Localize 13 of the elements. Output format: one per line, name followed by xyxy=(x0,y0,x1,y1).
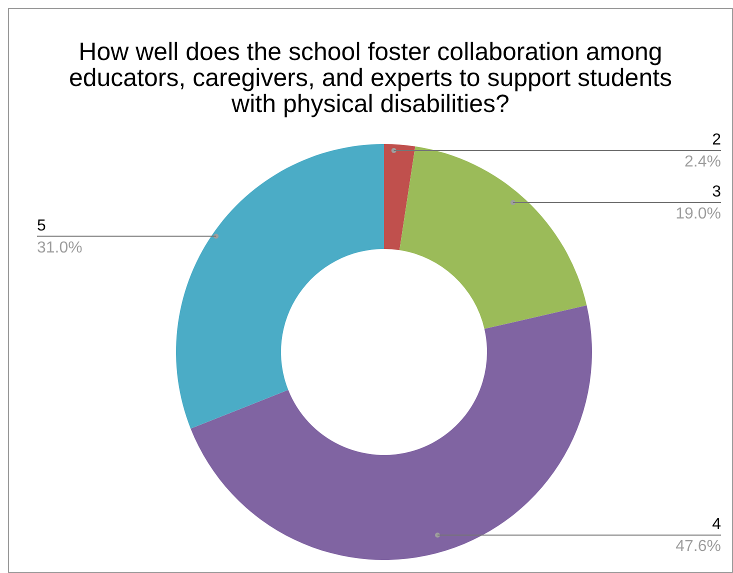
donut-slice xyxy=(190,305,592,560)
data-label: 47.6% xyxy=(676,538,721,556)
slice-label: 2 xyxy=(712,132,722,149)
donut-slice xyxy=(384,144,416,250)
slice-label: 3 xyxy=(712,184,722,201)
slice-label: 5 xyxy=(37,217,46,234)
data-label: 31.0% xyxy=(37,239,82,256)
data-label: 2.4% xyxy=(684,154,721,171)
data-label: 19.0% xyxy=(676,206,721,223)
slice-label: 4 xyxy=(712,516,722,534)
donut-slice xyxy=(399,146,587,329)
chart-title: How well does the school foster collaboration among educators, caregivers, and experts to support students with physical disabilities? xyxy=(68,38,674,118)
donut-slice xyxy=(176,144,384,429)
